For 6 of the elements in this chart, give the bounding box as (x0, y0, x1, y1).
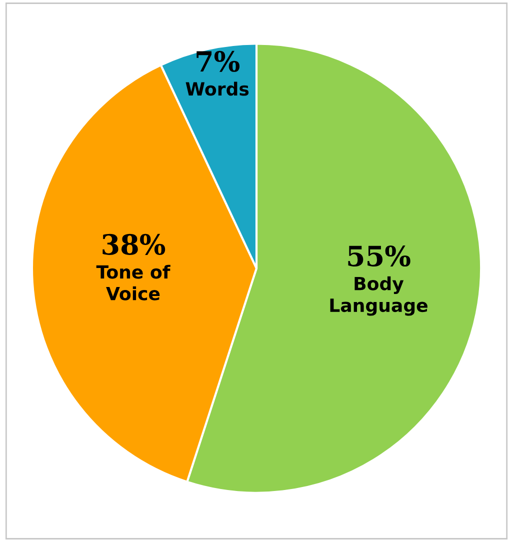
data-label: 55% (348, 246, 410, 267)
slice-label: Body Language (330, 276, 428, 316)
slice-label: Words (186, 82, 249, 96)
data-label: 38% (102, 234, 166, 255)
slice-label: Tone of Voice (96, 264, 170, 300)
data-label: 7% (196, 50, 240, 72)
